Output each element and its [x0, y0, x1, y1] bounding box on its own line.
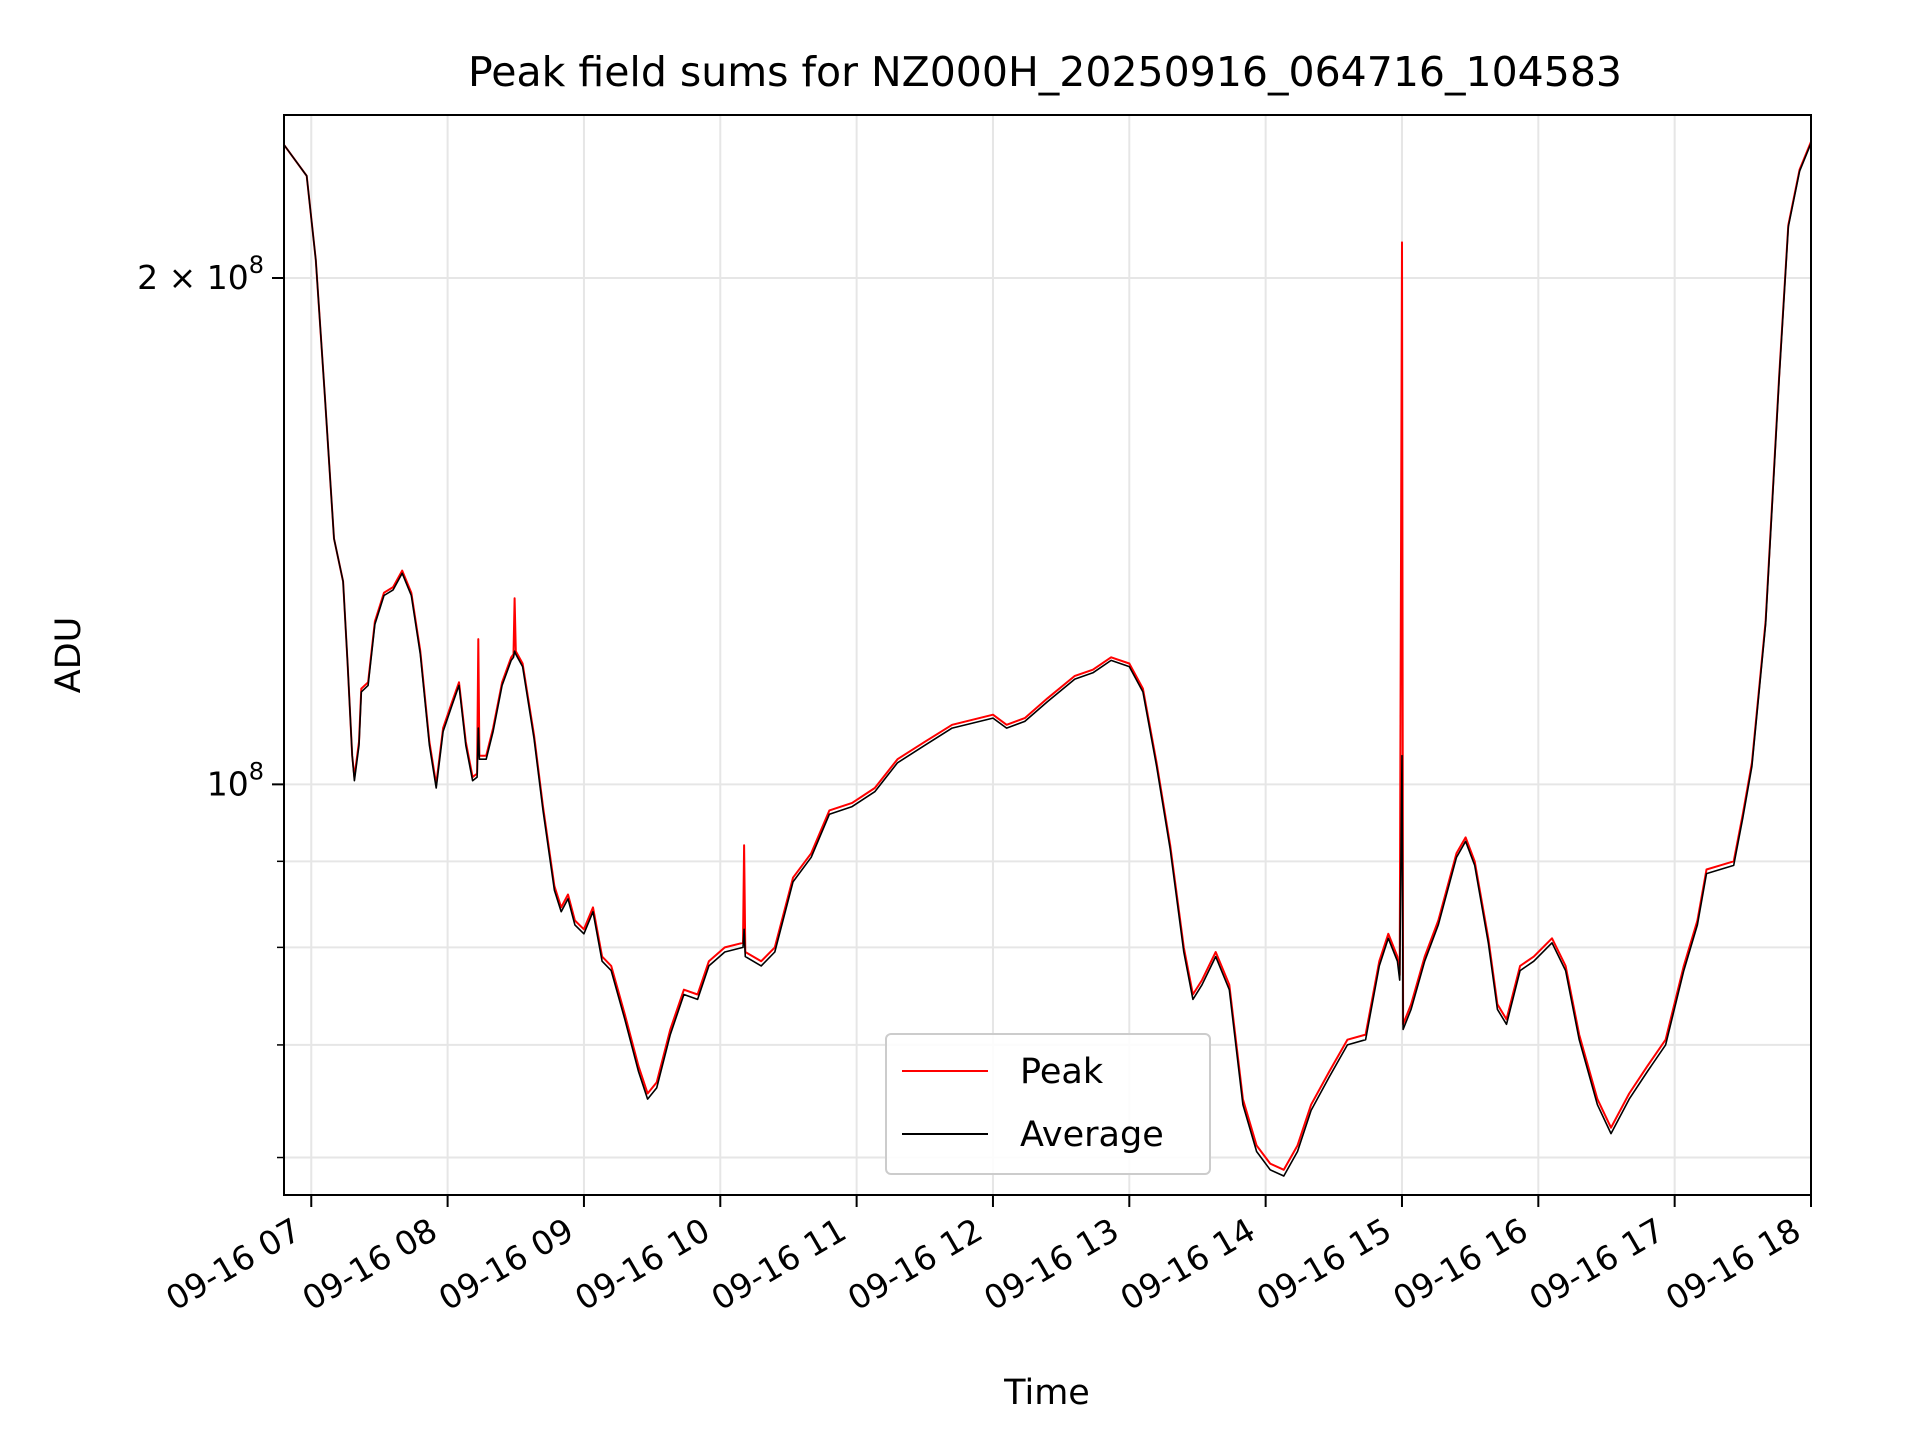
x-tick-label: 09-16 16 [1386, 1210, 1534, 1318]
x-tick-label: 09-16 10 [568, 1210, 716, 1318]
legend-box [885, 1033, 1211, 1175]
chart-title: Peak field sums for NZ000H_20250916_0647… [468, 48, 1622, 96]
x-tick-label: 09-16 11 [705, 1210, 853, 1318]
x-tick-label: 09-16 17 [1523, 1210, 1671, 1318]
x-tick-label: 09-16 12 [841, 1210, 989, 1318]
x-tick-label: 09-16 09 [432, 1210, 580, 1318]
x-tick-label: 09-16 15 [1250, 1210, 1398, 1318]
legend: Peak Average [885, 1033, 1211, 1175]
x-tick-label: 09-16 08 [296, 1210, 444, 1318]
series-line-average [284, 142, 1811, 1177]
x-tick-label: 09-16 07 [159, 1210, 307, 1318]
legend-average-label: Average [1020, 1115, 1164, 1155]
legend-peak-label: Peak [1020, 1052, 1104, 1092]
y-tick-label: 108 [207, 757, 264, 803]
plot-frame [283, 114, 1812, 1196]
x-tick-label: 09-16 14 [1114, 1210, 1262, 1318]
y-tick-label: 2 × 108 [137, 251, 264, 297]
series-line-peak [284, 141, 1811, 1171]
x-tick-label: 09-16 18 [1659, 1210, 1807, 1318]
x-tick-label: 09-16 13 [977, 1210, 1125, 1318]
y-axis-label: ADU [49, 617, 89, 694]
plot-area [283, 114, 1812, 1196]
y-axis: 2 × 108 108 [137, 251, 284, 1159]
x-axis-label: Time [1003, 1373, 1090, 1413]
